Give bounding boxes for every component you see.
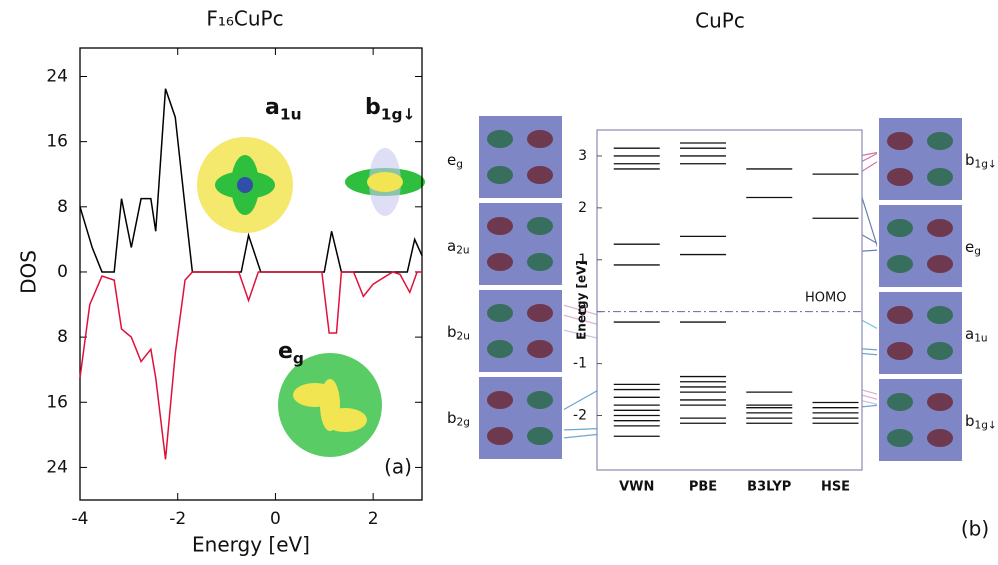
orbital-lobe (887, 429, 913, 447)
orbital-lobe (487, 340, 513, 358)
orbital-image (878, 117, 963, 201)
orbital-image (478, 289, 563, 373)
panel-label: (b) (961, 517, 989, 541)
orbital-lobe (887, 132, 913, 150)
x-axis-label: Energy [eV] (192, 533, 310, 557)
orbital-lobe (527, 427, 553, 445)
orbital-base: b (447, 409, 457, 427)
orbital-base: e (447, 151, 456, 169)
y-tick-label: 16 (46, 392, 68, 412)
y-axis-label: Energy [eV] (575, 260, 589, 340)
orbital-lobe (887, 393, 913, 411)
orbital-lobe (527, 304, 553, 322)
panel-label: (a) (384, 455, 412, 479)
orbital-lobe (487, 304, 513, 322)
y-tick-label: 0 (57, 262, 68, 282)
orbital-lobe (927, 168, 953, 186)
y-tick-label: -1 (573, 356, 587, 372)
orbital-sub: g (974, 246, 981, 258)
y-tick-label: 16 (46, 132, 68, 152)
orbital-sub: g (456, 159, 463, 171)
orbital-lobe (487, 217, 513, 235)
y-tick-label: 8 (57, 197, 68, 217)
orbital-lobe (487, 253, 513, 271)
orbital-sub: 1g↓ (381, 105, 416, 123)
orbital-image (878, 291, 963, 375)
orbital-base: a (447, 237, 456, 255)
orbital-sub: 1g↓ (975, 420, 997, 432)
orbital-base: e (278, 339, 293, 364)
y-tick-label: 2 (578, 200, 587, 216)
x-tick-label: 0 (270, 509, 281, 529)
orbital-lobe (927, 393, 953, 411)
orbital-lobe (487, 130, 513, 148)
orbital-image (878, 204, 963, 288)
category-label: HSE (821, 480, 850, 495)
orbital-base: b (447, 323, 457, 341)
homo-label: HOMO (805, 291, 846, 306)
orbital-lobe (527, 166, 553, 184)
orbital-base: a (965, 325, 974, 343)
orbital-sub: 2u (457, 331, 470, 343)
isosurface-a1u (197, 137, 293, 233)
orbital-lobe (487, 166, 513, 184)
orbital-lobe (487, 391, 513, 409)
orbital-lobe (527, 253, 553, 271)
orbital-lobe (887, 219, 913, 237)
orbital-sub: 2u (456, 245, 469, 257)
orbital-lobe (887, 168, 913, 186)
category-label: VWN (619, 480, 654, 495)
orbital-lobe (527, 130, 553, 148)
orbital-sub: 2g (457, 417, 470, 429)
chart-title: F₁₆CuPc (206, 7, 283, 31)
orbital-image (478, 202, 563, 286)
orbital-base: e (965, 238, 974, 256)
orbital-lobe (527, 217, 553, 235)
y-axis-label: DOS (17, 250, 41, 294)
y-tick-label: 3 (578, 148, 587, 164)
y-tick-label: 24 (46, 457, 68, 477)
orbital-image (478, 115, 563, 199)
x-tick-label: 2 (368, 509, 379, 529)
orbital-lobe (927, 255, 953, 273)
y-tick-label: 8 (57, 327, 68, 347)
orbital-image (878, 378, 963, 462)
orbital-base: b (365, 95, 381, 120)
orbital-lobe (527, 391, 553, 409)
category-label: PBE (689, 480, 717, 495)
orbital-lobe (887, 342, 913, 360)
y-tick-label: 24 (46, 67, 68, 87)
orbital-lobe (927, 219, 953, 237)
x-tick-label: -2 (169, 509, 186, 529)
orbital-lobe (927, 132, 953, 150)
orbital-sub: 1g↓ (975, 159, 997, 171)
figure: F₁₆CuPc24168081624-4-202Energy [eV]DOSa1… (0, 0, 998, 565)
orbital-base: b (965, 151, 975, 169)
orbital-lobe (927, 342, 953, 360)
orbital-image (478, 376, 563, 460)
category-label: B3LYP (747, 480, 791, 495)
orbital-sub: g (293, 349, 304, 367)
orbital-lobe (887, 306, 913, 324)
y-tick-label: -2 (573, 407, 587, 423)
orbital-base: a (265, 95, 280, 120)
orbital-lobe (927, 429, 953, 447)
x-tick-label: -4 (72, 509, 89, 529)
orbital-sub: 1u (974, 333, 987, 345)
orbital-sub: 1u (280, 105, 302, 123)
chart-title: CuPc (695, 9, 745, 33)
orbital-base: b (965, 412, 975, 430)
orbital-lobe (927, 306, 953, 324)
isosurface-eg (278, 353, 382, 457)
orbital-lobe (487, 427, 513, 445)
orbital-lobe (887, 255, 913, 273)
orbital-lobe (527, 340, 553, 358)
